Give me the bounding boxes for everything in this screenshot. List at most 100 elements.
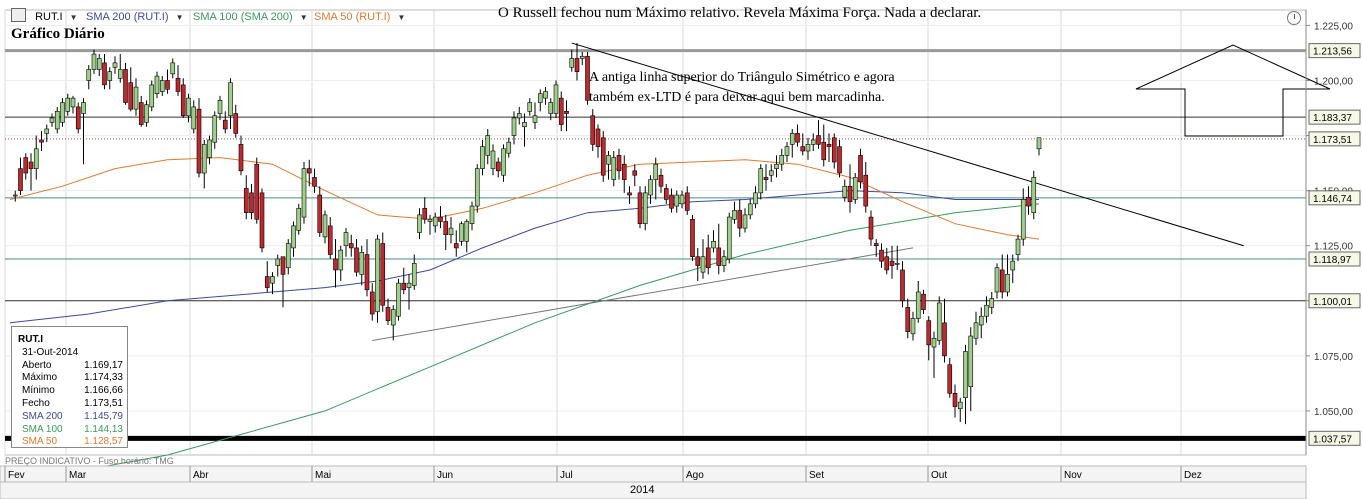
symbol-selector[interactable]: RUT.I ▼ (11, 8, 78, 26)
candle-body (721, 256, 727, 266)
candle (490, 144, 496, 176)
candle-body (627, 192, 632, 196)
candle (464, 219, 470, 253)
price-level-label: 1.183,37 (1313, 113, 1352, 124)
candle-body (1015, 238, 1021, 255)
candle (1020, 188, 1026, 246)
candle-body (354, 247, 359, 273)
candle (931, 331, 937, 378)
candle (1031, 170, 1037, 220)
dropdown-arrow-icon[interactable]: ▼ (69, 13, 78, 22)
candle (963, 344, 968, 425)
candle (1036, 137, 1042, 156)
candle (81, 98, 86, 165)
month-label: Fev (8, 470, 25, 481)
sma200-selector[interactable]: SMA 200 (RUT.I) ▼ (86, 8, 184, 26)
candle-body (947, 364, 953, 394)
price-level-label: 1.118,97 (1313, 255, 1352, 266)
candle-body (322, 214, 328, 238)
sma50-selector[interactable]: SMA 50 (RUT.I) ▼ (314, 8, 405, 26)
sma100-selector[interactable]: SMA 100 (SMA 200) ▼ (193, 8, 308, 26)
legend-rows: Aberto 1.169,17 Máximo 1.174,33 Mínimo 1.166,… (12, 360, 127, 450)
candle-body (564, 111, 569, 114)
candle-body (1026, 196, 1031, 207)
candle (186, 93, 191, 123)
candle (117, 54, 123, 83)
candle (102, 54, 107, 90)
time-axis: Fev Mar Abr Mai Jun Jul Ago Set Out Nov Dez (0, 465, 1307, 499)
candle-body (942, 322, 947, 357)
dropdown-arrow-icon[interactable]: ▼ (175, 13, 184, 22)
candle-body (616, 155, 622, 172)
price-tick-label: 1.050,00 (1314, 407, 1353, 418)
candle (579, 51, 585, 66)
candle (858, 148, 863, 189)
candle-body (663, 188, 669, 200)
candle-body (275, 258, 281, 266)
candle (994, 263, 1000, 299)
candle (910, 311, 916, 341)
candle-body (65, 97, 71, 112)
candle-body (154, 75, 160, 95)
candle (595, 124, 601, 158)
sma50-line (9, 157, 1040, 240)
candle (501, 144, 506, 182)
candle (91, 49, 97, 74)
candle-body (33, 148, 39, 169)
candle-body (926, 320, 932, 346)
candle-body (978, 315, 984, 326)
candle (747, 199, 753, 220)
month-label: Jun (437, 470, 453, 481)
candle-body (364, 254, 370, 291)
candle-body (968, 335, 974, 388)
candle (228, 78, 233, 129)
candle-body (606, 155, 611, 165)
candle (96, 54, 102, 77)
candle-body (763, 177, 769, 180)
candle-body (443, 221, 449, 236)
candle (369, 283, 375, 321)
price-level-box (1308, 251, 1361, 267)
candle-body (222, 119, 228, 130)
clock-icon[interactable] (1287, 11, 1301, 25)
candle-body (438, 216, 443, 222)
candle-body (690, 218, 695, 258)
candle-body (427, 218, 433, 222)
dropdown-arrow-icon[interactable]: ▼ (397, 13, 406, 22)
candle-body (826, 144, 832, 147)
candle-body (590, 115, 596, 145)
candle (112, 56, 118, 74)
candle (285, 239, 291, 275)
candle (175, 65, 181, 96)
candle (396, 278, 401, 321)
candle (312, 168, 317, 193)
year-axis-band (0, 481, 1307, 499)
sma100-label: SMA 100 (SMA 200) (193, 11, 293, 23)
candle-body (863, 174, 869, 207)
candle (684, 186, 690, 215)
candle (826, 133, 832, 163)
candle-body (674, 194, 680, 207)
legend-row-value: 1.144,13 (84, 423, 123, 435)
candle-body (165, 80, 170, 90)
legend-row: SMA 200 1.145,79 (12, 411, 127, 424)
candle-body (406, 282, 412, 288)
candle (753, 186, 758, 209)
candle (343, 228, 349, 257)
candle-body (70, 97, 76, 108)
candle (758, 164, 764, 200)
candle (385, 298, 391, 326)
candle-body (453, 243, 459, 249)
annotation-line: também ex-LTD é para deixar aqui bem mar… (589, 90, 885, 105)
candle (690, 214, 695, 262)
candle (275, 254, 281, 277)
price-tick-label: 1.075,00 (1314, 352, 1353, 363)
candle (233, 104, 239, 138)
dropdown-arrow-icon[interactable]: ▼ (299, 13, 308, 22)
candle-body (921, 293, 926, 310)
candle (338, 245, 344, 281)
candle-body (784, 146, 790, 156)
month-label: Mar (69, 470, 87, 481)
candle (884, 247, 890, 275)
